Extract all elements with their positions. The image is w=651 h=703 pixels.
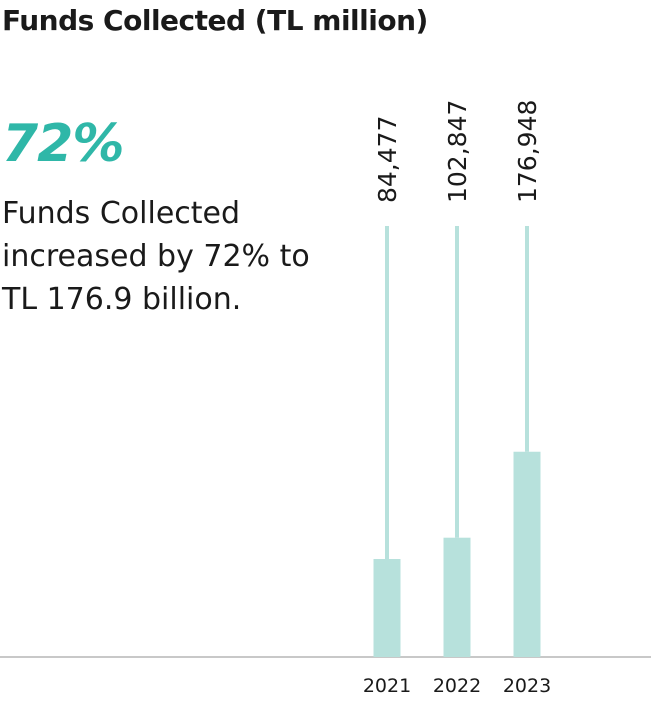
description-line-3: TL 176.9 billion. [2, 282, 242, 317]
description-text: Funds Collected increased by 72% to TL 1… [2, 192, 342, 321]
category-label-2022: 2022 [433, 675, 481, 697]
bar-guide-2022 [455, 226, 459, 538]
bar-2023 [513, 451, 541, 657]
bar-guide-2021 [385, 226, 389, 560]
bar-guide-2023 [525, 226, 529, 452]
value-label-2021: 84,477 [373, 116, 402, 203]
highlight-percentage: 72% [2, 114, 124, 174]
bar-2022 [443, 537, 471, 657]
chart-title: Funds Collected (TL million) [2, 4, 428, 37]
value-label-2022: 102,847 [443, 100, 472, 203]
category-label-2021: 2021 [363, 675, 411, 697]
bar-2021 [373, 559, 401, 657]
description-line-2: increased by 72% to [2, 239, 310, 274]
value-label-2023: 176,948 [513, 100, 542, 203]
category-label-2023: 2023 [503, 675, 551, 697]
description-line-1: Funds Collected [2, 196, 241, 231]
